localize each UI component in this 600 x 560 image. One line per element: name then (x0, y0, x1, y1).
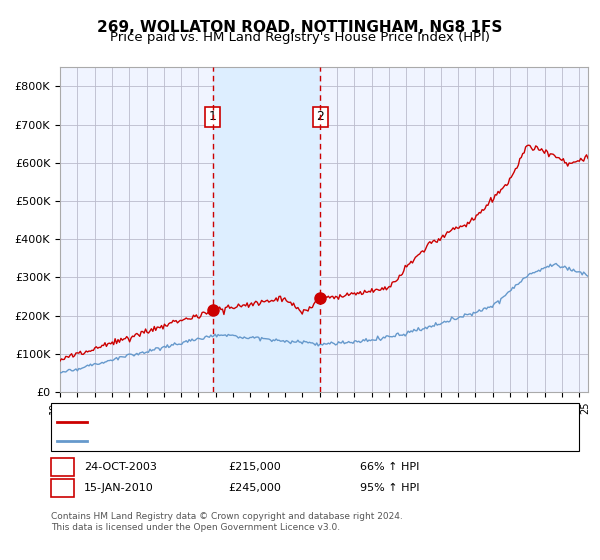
Text: 269, WOLLATON ROAD, NOTTINGHAM, NG8 1FS (detached house): 269, WOLLATON ROAD, NOTTINGHAM, NG8 1FS … (90, 417, 433, 427)
Text: HPI: Average price, detached house, City of Nottingham: HPI: Average price, detached house, City… (90, 436, 382, 446)
Text: 2: 2 (58, 482, 67, 495)
Text: 2: 2 (316, 110, 325, 123)
Text: 1: 1 (58, 460, 67, 474)
Text: 24-OCT-2003: 24-OCT-2003 (84, 462, 157, 472)
Text: 269, WOLLATON ROAD, NOTTINGHAM, NG8 1FS: 269, WOLLATON ROAD, NOTTINGHAM, NG8 1FS (97, 20, 503, 35)
Text: 66% ↑ HPI: 66% ↑ HPI (360, 462, 419, 472)
Text: 95% ↑ HPI: 95% ↑ HPI (360, 483, 419, 493)
Text: £245,000: £245,000 (228, 483, 281, 493)
Bar (212, 67, 320, 392)
Text: Price paid vs. HM Land Registry's House Price Index (HPI): Price paid vs. HM Land Registry's House … (110, 31, 490, 44)
Text: £215,000: £215,000 (228, 462, 281, 472)
Text: Contains HM Land Registry data © Crown copyright and database right 2024.
This d: Contains HM Land Registry data © Crown c… (51, 512, 403, 532)
Text: 1: 1 (209, 110, 217, 123)
Text: 15-JAN-2010: 15-JAN-2010 (84, 483, 154, 493)
